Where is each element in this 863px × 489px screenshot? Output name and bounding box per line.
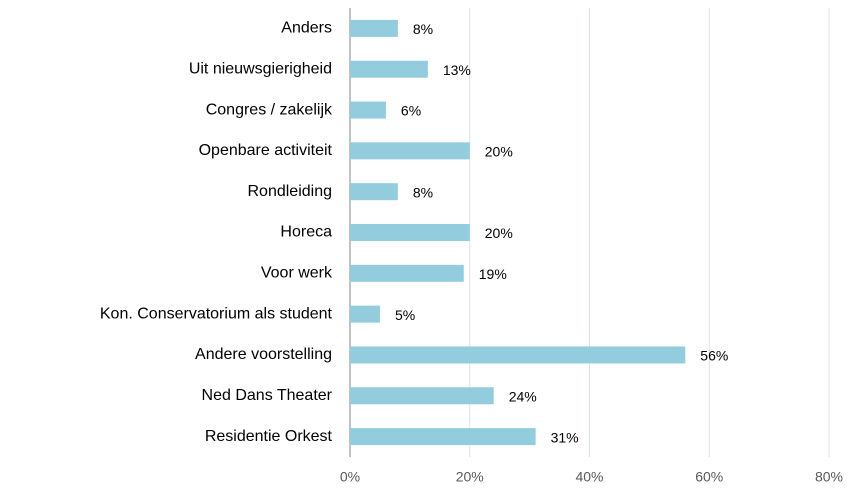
x-tick-label: 0% (340, 469, 360, 485)
value-label: 8% (413, 184, 433, 200)
y-tick-label: Anders (281, 20, 332, 37)
bar (350, 19, 398, 37)
x-tick-label: 80% (815, 469, 843, 485)
y-tick-label: Kon. Conservatorium als student (100, 305, 333, 322)
value-label: 20% (485, 144, 513, 160)
y-tick-label: Congres / zakelijk (206, 101, 333, 118)
value-label: 8% (413, 21, 433, 37)
value-label: 24% (509, 388, 537, 404)
x-tick-label: 60% (695, 469, 723, 485)
y-tick-label: Residentie Orkest (205, 428, 333, 445)
bar (350, 428, 536, 446)
bar (350, 142, 470, 160)
value-label: 31% (551, 429, 579, 445)
value-label: 13% (443, 62, 471, 78)
y-tick-label: Uit nieuwsgierigheid (189, 60, 332, 77)
bar (350, 60, 428, 78)
x-tick-label: 40% (575, 469, 603, 485)
bar (350, 224, 470, 241)
bar (350, 305, 380, 323)
value-label: 19% (479, 266, 507, 282)
x-tick-label: 20% (456, 469, 484, 485)
value-label: 20% (485, 225, 513, 241)
y-tick-label: Horeca (280, 224, 332, 241)
value-label: 6% (401, 103, 421, 119)
bar (350, 387, 494, 405)
value-label: 5% (395, 307, 415, 323)
y-tick-label: Rondleiding (247, 183, 332, 200)
bar (350, 264, 464, 282)
bar (350, 346, 686, 364)
y-tick-label: Voor werk (261, 265, 333, 282)
y-tick-label: Ned Dans Theater (202, 387, 333, 404)
bar (350, 101, 386, 119)
y-tick-label: Andere voorstelling (195, 346, 332, 363)
y-tick-label: Openbare activiteit (199, 142, 333, 159)
bar (350, 183, 398, 201)
value-label: 56% (700, 348, 728, 364)
